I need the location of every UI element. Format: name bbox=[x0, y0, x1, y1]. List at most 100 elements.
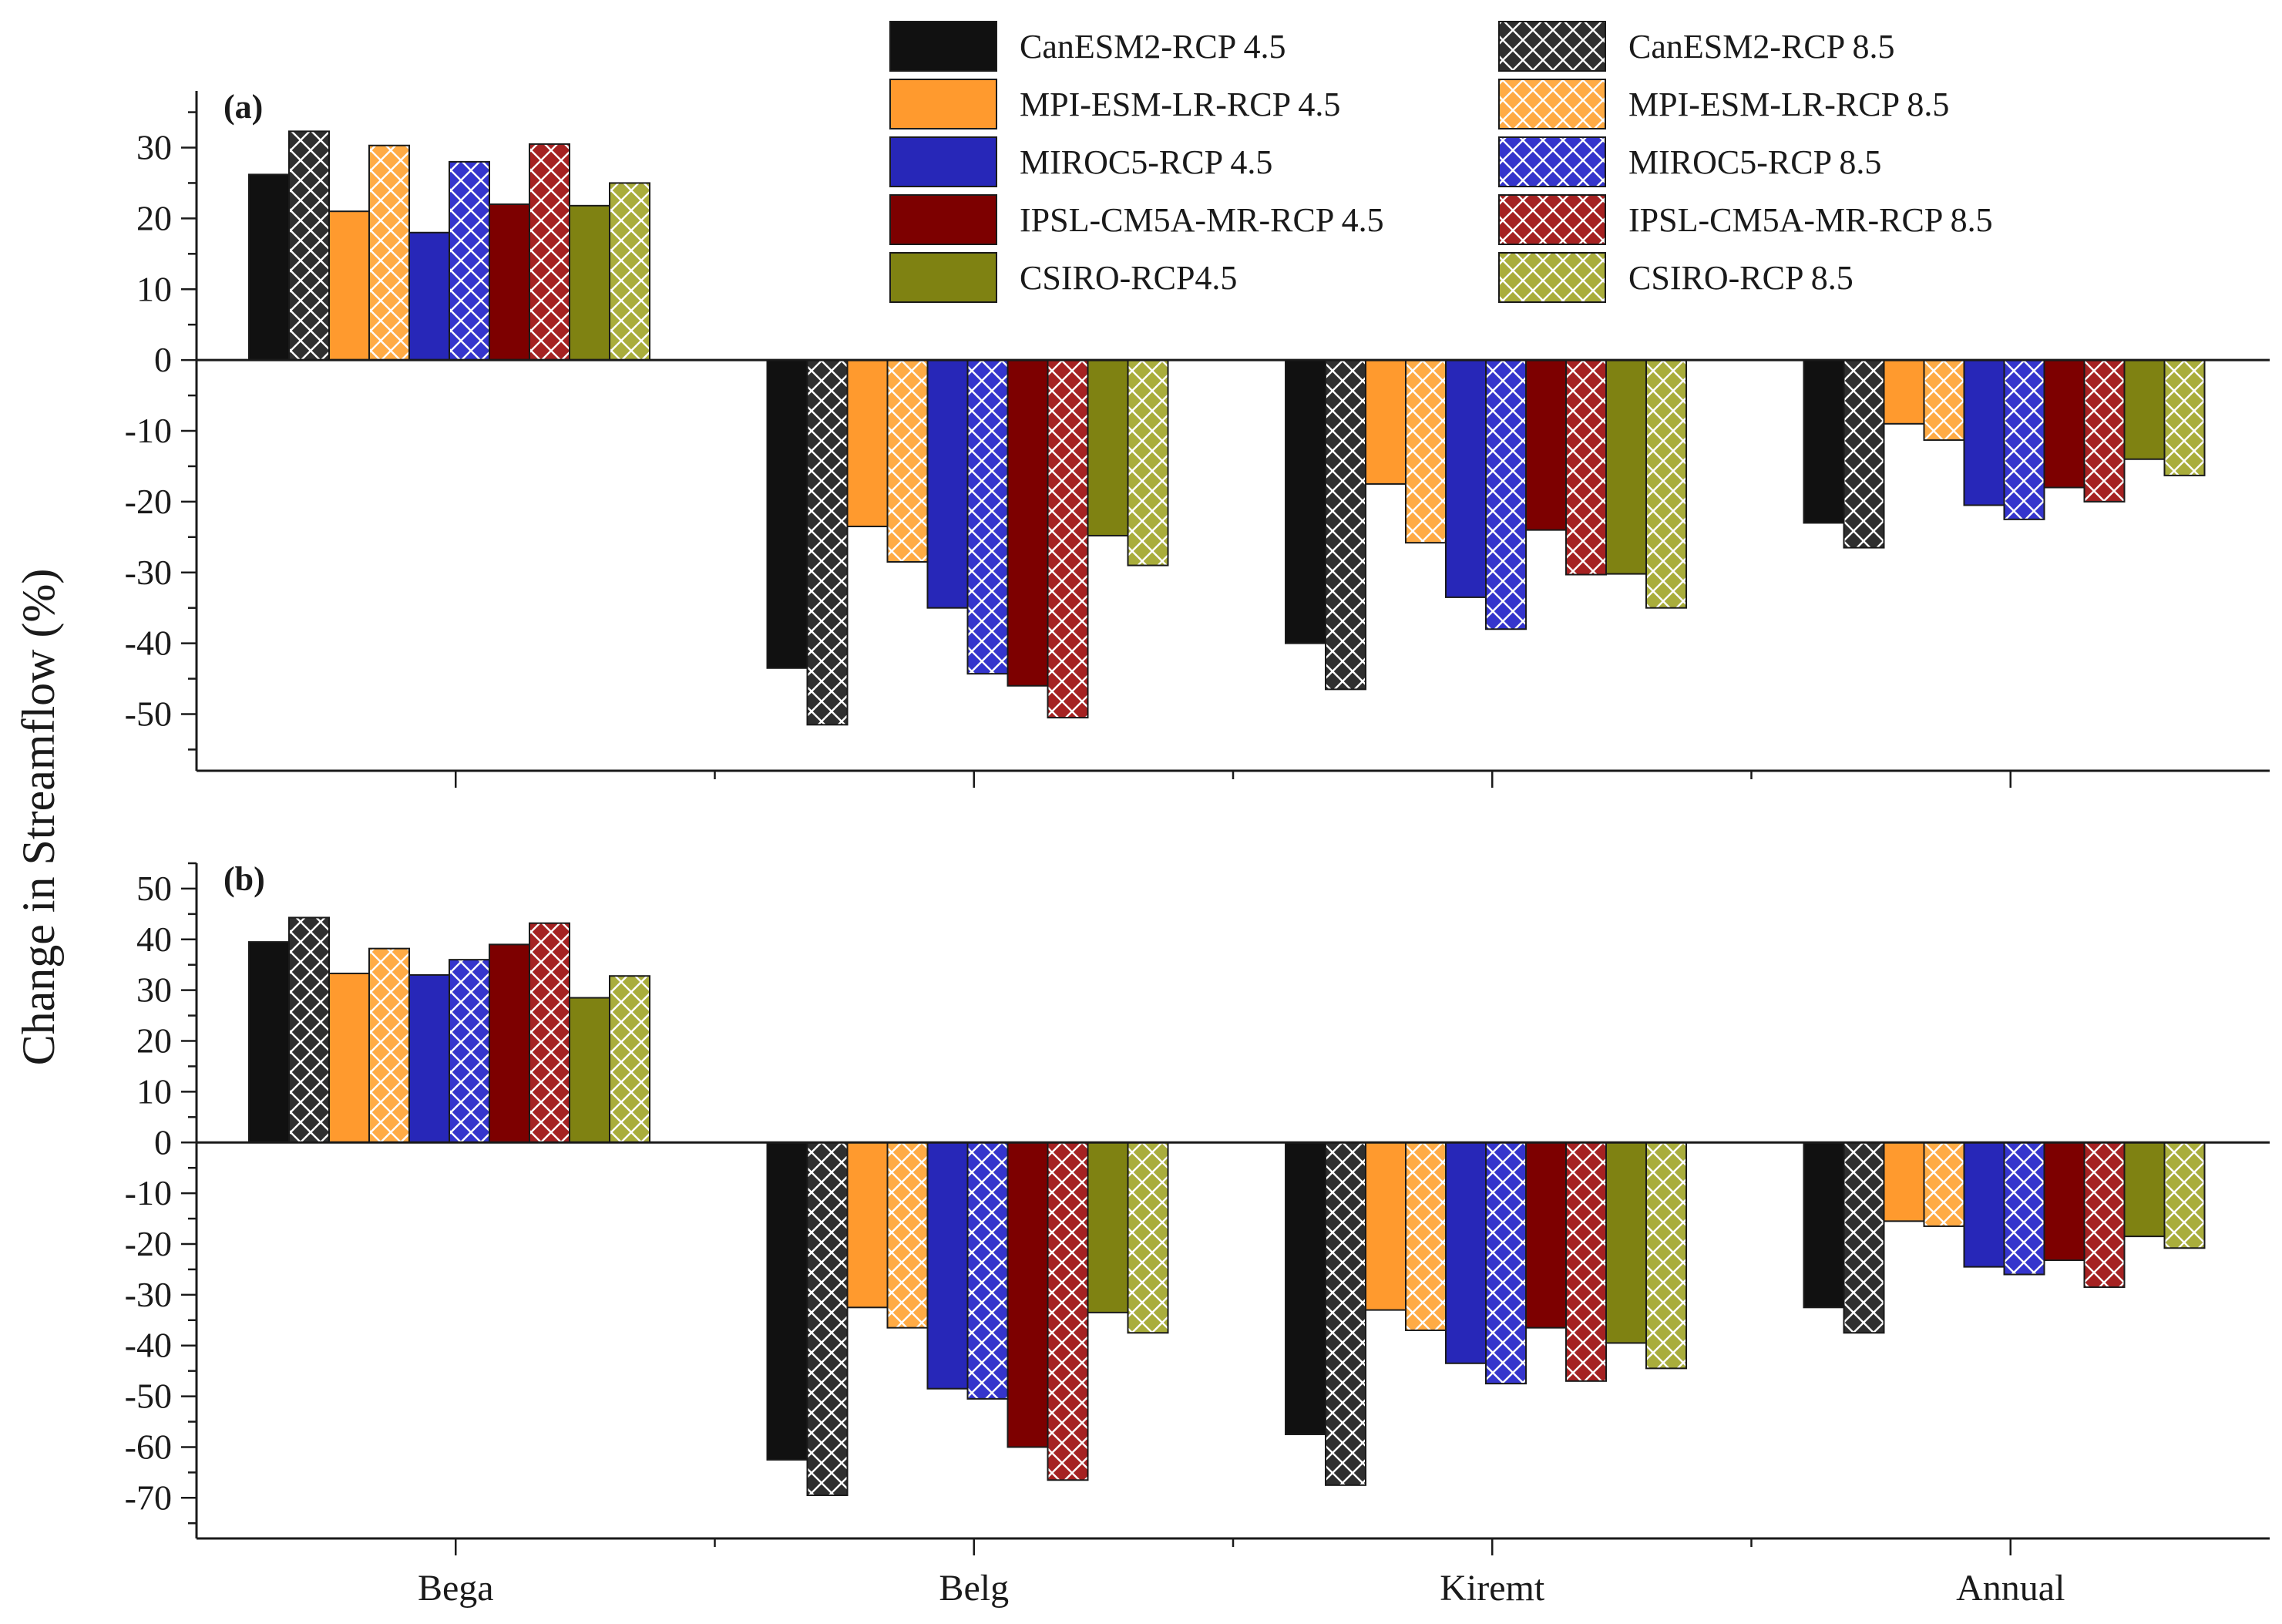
bar-canesm2_45-kiremt bbox=[1285, 1142, 1326, 1435]
y-tick-label: 20 bbox=[136, 198, 172, 237]
bar-mpi_85-annual bbox=[1923, 359, 1965, 441]
bar-mpi_85-annual bbox=[1923, 1142, 1965, 1227]
bar-csiro_85-belg bbox=[1127, 1142, 1169, 1334]
y-tick-label: 40 bbox=[136, 920, 172, 959]
bar-mpi_45-bega bbox=[328, 972, 370, 1144]
bar-mpi_85-kiremt bbox=[1405, 359, 1447, 544]
legend-label-miroc5_45: MIROC5-RCP 4.5 bbox=[1020, 143, 1272, 181]
panel-a: 30 20 10 0 -10 -20 -30 -40 -50 (a) bbox=[125, 88, 2270, 788]
bar-canesm2_85-belg bbox=[806, 359, 849, 726]
legend-swatch-ipsl_45 bbox=[889, 194, 997, 245]
bar-csiro_45-bega bbox=[569, 204, 610, 361]
legend-swatch-canesm2_85 bbox=[1498, 21, 1606, 72]
bar-ipsl_45-annual bbox=[2043, 1142, 2085, 1262]
bar-csiro_85-annual bbox=[2163, 359, 2206, 476]
y-tick-label: -50 bbox=[125, 1377, 172, 1416]
bar-canesm2_45-belg bbox=[766, 1142, 808, 1461]
x-tick-label: Annual bbox=[1956, 1568, 2065, 1609]
bar-csiro_85-kiremt bbox=[1645, 1142, 1687, 1370]
bar-csiro_85-bega bbox=[609, 182, 650, 361]
bar-ipsl_45-kiremt bbox=[1525, 1142, 1567, 1329]
bar-ipsl_85-belg bbox=[1047, 359, 1089, 719]
bar-ipsl_45-annual bbox=[2043, 359, 2085, 489]
y-tick-label: -20 bbox=[125, 1224, 172, 1263]
bar-ipsl_85-annual bbox=[2083, 1142, 2126, 1288]
bar-miroc5_45-kiremt bbox=[1445, 359, 1487, 598]
bar-miroc5_45-annual bbox=[1963, 359, 2005, 506]
panel-b: 50 40 30 20 10 0 -10 -20 -30 -40 -50 -60 -70 Bega Belg… bbox=[125, 860, 2270, 1609]
bar-miroc5_45-belg bbox=[926, 1142, 969, 1390]
bar-canesm2_85-belg bbox=[806, 1142, 849, 1497]
panel-label: (b) bbox=[223, 860, 265, 898]
bar-csiro_45-belg bbox=[1087, 359, 1129, 536]
legend-swatch-mpi_45 bbox=[889, 79, 997, 129]
bar-miroc5_45-bega bbox=[408, 973, 450, 1144]
bar-canesm2_45-bega bbox=[248, 173, 290, 361]
bar-ipsl_85-bega bbox=[529, 143, 570, 361]
bar-canesm2_85-bega bbox=[288, 130, 330, 361]
legend-label-mpi_45: MPI-ESM-LR-RCP 4.5 bbox=[1020, 86, 1340, 123]
bar-mpi_85-bega bbox=[368, 144, 410, 361]
bar-mpi_45-annual bbox=[1883, 359, 1925, 425]
bar-ipsl_85-kiremt bbox=[1565, 359, 1607, 576]
bar-canesm2_85-kiremt bbox=[1325, 359, 1366, 691]
bar-canesm2_45-bega bbox=[248, 941, 290, 1144]
legend-label-csiro_45: CSIRO-RCP4.5 bbox=[1020, 259, 1237, 297]
bar-mpi_45-kiremt bbox=[1365, 1142, 1407, 1311]
x-tick-label: Belg bbox=[939, 1568, 1009, 1609]
y-tick-label: 10 bbox=[136, 1071, 172, 1111]
bar-miroc5_45-belg bbox=[926, 359, 969, 609]
x-tick-label: Kiremt bbox=[1440, 1568, 1545, 1609]
y-tick-label: -40 bbox=[125, 624, 172, 663]
legend: CanESM2-RCP 4.5 CanESM2-RCP 8.5 MPI-ESM-LR… bbox=[889, 21, 1993, 303]
bar-ipsl_85-kiremt bbox=[1565, 1142, 1607, 1382]
y-tick-label: 20 bbox=[136, 1021, 172, 1061]
y-tick-label: -60 bbox=[125, 1427, 172, 1466]
bar-miroc5_45-bega bbox=[408, 231, 450, 361]
bar-mpi_45-belg bbox=[846, 1142, 889, 1309]
y-tick-label: -30 bbox=[125, 1275, 172, 1314]
legend-label-ipsl_85: IPSL-CM5A-MR-RCP 8.5 bbox=[1628, 201, 1993, 239]
bar-canesm2_85-bega bbox=[288, 916, 330, 1144]
bar-ipsl_45-belg bbox=[1007, 359, 1049, 687]
bar-canesm2_85-annual bbox=[1843, 1142, 1885, 1334]
y-tick-label: 50 bbox=[136, 869, 172, 908]
bar-csiro_45-kiremt bbox=[1605, 359, 1647, 575]
legend-swatch-csiro_45 bbox=[889, 252, 997, 303]
bar-csiro_45-kiremt bbox=[1605, 1142, 1647, 1344]
bar-mpi_45-kiremt bbox=[1365, 359, 1407, 485]
bar-ipsl_45-bega bbox=[489, 203, 530, 361]
bar-ipsl_85-belg bbox=[1047, 1142, 1089, 1481]
y-tick-label: -30 bbox=[125, 553, 172, 592]
y-tick-label: -50 bbox=[125, 694, 172, 734]
legend-label-ipsl_45: IPSL-CM5A-MR-RCP 4.5 bbox=[1020, 201, 1384, 239]
y-tick-label: -20 bbox=[125, 482, 172, 521]
bar-ipsl_45-kiremt bbox=[1525, 359, 1567, 531]
bar-canesm2_45-annual bbox=[1803, 359, 1845, 524]
bar-mpi_45-belg bbox=[846, 359, 889, 528]
bar-mpi_45-annual bbox=[1883, 1142, 1925, 1222]
bar-canesm2_85-kiremt bbox=[1325, 1142, 1366, 1486]
bar-csiro_85-kiremt bbox=[1645, 359, 1687, 609]
legend-label-canesm2_45: CanESM2-RCP 4.5 bbox=[1020, 28, 1286, 66]
y-axis-title: Change in Streamflow (%) bbox=[13, 569, 64, 1066]
bar-miroc5_85-bega bbox=[449, 959, 490, 1144]
y-tick-label: 0 bbox=[154, 340, 172, 379]
y-tick-label: 0 bbox=[154, 1122, 172, 1162]
bar-csiro_45-annual bbox=[2123, 359, 2166, 460]
y-tick-label: 30 bbox=[136, 970, 172, 1010]
legend-swatch-ipsl_85 bbox=[1498, 194, 1606, 245]
bar-ipsl_45-bega bbox=[489, 943, 530, 1144]
y-tick-label: -40 bbox=[125, 1326, 172, 1365]
bar-miroc5_45-annual bbox=[1963, 1142, 2005, 1268]
y-tick-label: -10 bbox=[125, 411, 172, 450]
bar-mpi_85-belg bbox=[886, 1142, 929, 1329]
x-tick-label: Bega bbox=[418, 1568, 494, 1609]
bar-ipsl_45-belg bbox=[1007, 1142, 1049, 1448]
legend-label-miroc5_85: MIROC5-RCP 8.5 bbox=[1628, 143, 1881, 181]
y-tick-label: 30 bbox=[136, 128, 172, 167]
bar-miroc5_85-kiremt bbox=[1485, 1142, 1527, 1385]
bar-miroc5_45-kiremt bbox=[1445, 1142, 1487, 1364]
chart-panels: 30 20 10 0 -10 -20 -30 -40 -50 (a) 50 40 30 20 10 0 -10 -… bbox=[125, 88, 2270, 1609]
